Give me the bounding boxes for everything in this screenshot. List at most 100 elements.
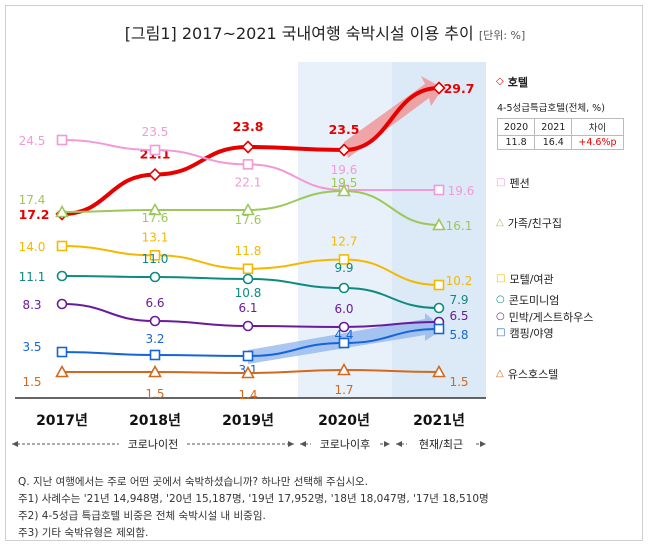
data-label: 19.6	[331, 163, 358, 177]
legend-label: 펜션	[509, 177, 530, 190]
data-point	[433, 184, 445, 196]
data-label: 11.0	[142, 252, 169, 266]
data-label: 5.8	[449, 328, 468, 342]
legend-item: □ 캠핑/야영	[496, 325, 554, 341]
data-point	[241, 140, 255, 154]
data-label: 6.6	[145, 296, 164, 310]
x-tick-label: 2019년	[222, 413, 274, 429]
data-point	[149, 349, 161, 361]
data-label: 19.6	[448, 184, 475, 198]
data-label: 16.1	[446, 219, 473, 233]
inset-caption: 4-5성급특급호텔(전체, %)	[497, 103, 605, 114]
inset-diff-value: +4.6%p	[571, 135, 624, 150]
x-tick-label: 2021년	[413, 413, 465, 429]
data-label: 24.5	[19, 134, 46, 148]
data-point	[56, 240, 68, 252]
data-label: 7.9	[449, 293, 468, 307]
legend-marker-icon: ○	[496, 294, 505, 305]
data-label: 1.5	[145, 387, 164, 401]
period-label-bg	[119, 436, 187, 452]
x-tick-label: 2020년	[318, 413, 370, 429]
data-point	[432, 217, 446, 231]
legend-label: 캠핑/야영	[509, 327, 554, 340]
legend-marker-icon: △	[496, 217, 504, 228]
data-point	[56, 346, 68, 358]
data-label: 1.4	[238, 388, 257, 402]
data-point	[149, 271, 161, 283]
legend-marker-icon: □	[496, 273, 506, 284]
period-label: 코로나이후	[320, 438, 371, 451]
chart-title: [그림1] 2017~2021 국내여행 숙박시설 이용 추이 [단위: %]	[124, 24, 526, 43]
data-label: 23.8	[233, 119, 264, 134]
data-point	[433, 279, 445, 291]
data-label: 23.5	[329, 122, 360, 137]
legend-label: 민박/게스트하우스	[508, 311, 594, 324]
legend-item: ○ 민박/게스트하우스	[496, 309, 593, 325]
data-point	[338, 282, 350, 294]
legend-item: ◇ 호텔	[496, 74, 528, 90]
data-point	[148, 202, 162, 216]
data-label: 6.5	[449, 309, 468, 323]
x-tick-label: 2017년	[36, 413, 88, 429]
period-label: 코로나이전	[128, 438, 179, 451]
data-point	[337, 183, 351, 197]
data-point	[433, 323, 445, 335]
inset-header: 차이	[571, 118, 624, 136]
data-point	[148, 364, 162, 378]
data-point	[56, 134, 68, 146]
footnote-3: 주3) 기타 숙박유형은 제외함.	[18, 527, 149, 539]
data-point	[242, 350, 254, 362]
legend-item: △ 유스호스텔	[496, 366, 558, 382]
legend-item: △ 가족/친구집	[496, 215, 562, 231]
data-point	[338, 337, 350, 349]
data-point	[432, 364, 446, 378]
period-arrow-head	[12, 441, 18, 447]
data-label: 6.0	[334, 302, 353, 316]
legend-label: 호텔	[507, 76, 528, 89]
hotel-inset-table: 4-5성급특급호텔(전체, %) 2020 2021 차이 11.8 16.4 …	[496, 100, 624, 150]
data-label: 14.0	[19, 240, 46, 254]
data-point	[242, 273, 254, 285]
data-label: 1.5	[22, 375, 41, 389]
legend-marker-icon: ◇	[496, 76, 504, 87]
data-point	[338, 321, 350, 333]
data-label: 17.6	[142, 211, 169, 225]
data-label: 1.7	[334, 383, 353, 397]
data-label: 17.6	[235, 213, 262, 227]
data-label: 11.1	[19, 270, 46, 284]
data-label: 10.2	[446, 274, 473, 288]
data-point	[148, 167, 162, 182]
series-line-2	[61, 189, 440, 226]
data-label: 13.1	[142, 230, 169, 244]
period-label: 현재/최근	[419, 438, 463, 451]
data-point	[337, 362, 351, 376]
legend-marker-icon: △	[496, 368, 504, 379]
period-arrow-head	[480, 441, 486, 447]
data-point	[242, 263, 254, 275]
data-point	[55, 204, 69, 218]
legend-marker-icon: ○	[496, 311, 505, 322]
legend-label: 유스호스텔	[507, 368, 559, 381]
data-label: 29.7	[444, 81, 475, 96]
legend-label: 모텔/여관	[509, 273, 554, 286]
data-point	[337, 143, 351, 157]
inset-header: 2021	[534, 118, 573, 136]
data-point	[432, 81, 446, 95]
footnote-2: 주2) 4-5성급 특급호텔 비중은 전체 숙박시설 내 비중임.	[18, 510, 266, 522]
period-label-bg	[311, 436, 379, 452]
x-tick-label: 2018년	[129, 413, 181, 429]
data-point	[149, 250, 161, 261]
data-label: 12.7	[331, 234, 358, 248]
legend-label: 콘도미니엄	[508, 294, 560, 307]
period-arrow-head	[288, 441, 294, 447]
data-label: 3.2	[145, 332, 164, 346]
data-label: 17.2	[19, 207, 50, 222]
data-point	[433, 302, 445, 314]
legend-item: ○ 콘도미니엄	[496, 292, 559, 308]
data-label: 10.8	[235, 286, 262, 300]
data-point	[56, 298, 68, 310]
footnote-1: 주1) 사례수는 '21년 14,948명, '20년 15,187명, '19…	[18, 493, 489, 505]
legend-marker-icon: □	[496, 327, 506, 338]
inset-value: 16.4	[534, 135, 573, 150]
data-point	[242, 159, 254, 170]
